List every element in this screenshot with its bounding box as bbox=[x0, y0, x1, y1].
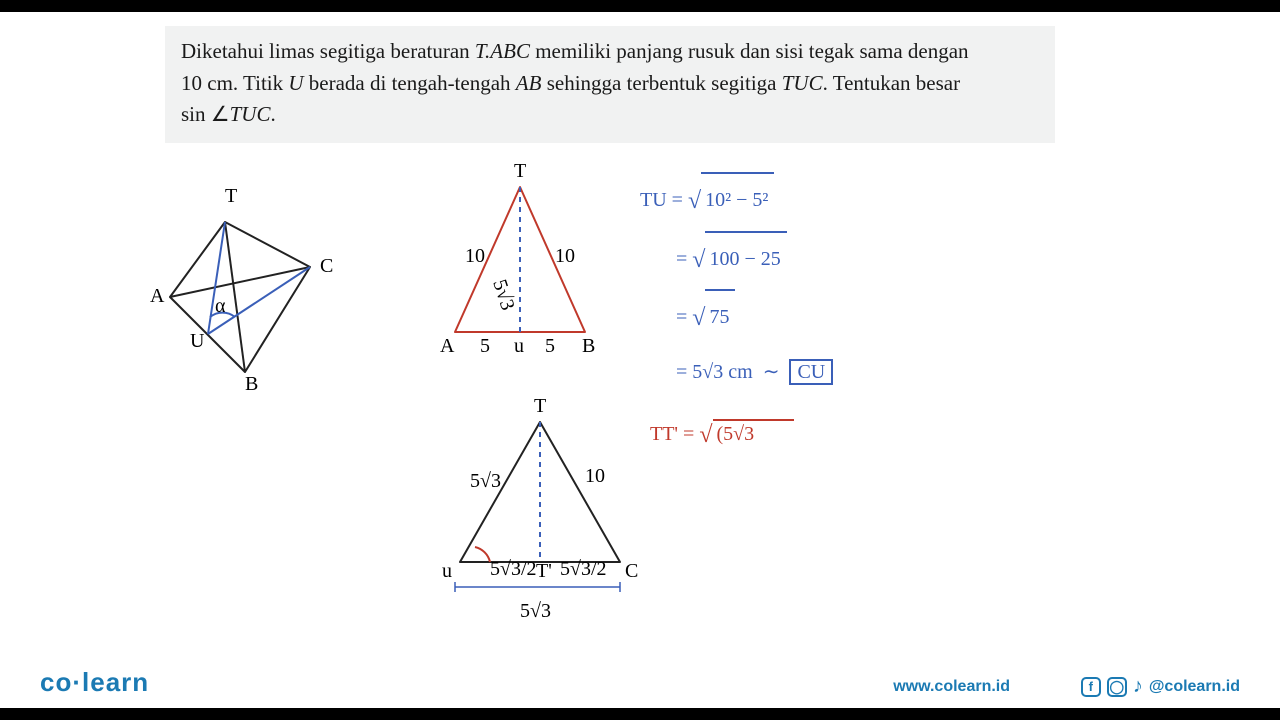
calc-text: 75 bbox=[705, 289, 735, 341]
problem-text: TUC bbox=[230, 102, 271, 126]
calc-text: (5√3 bbox=[713, 419, 795, 445]
calculation-tu: TU = √10² − 5² = √100 − 25 = √75 = 5√3 c… bbox=[640, 172, 833, 396]
problem-text: 10 cm. Titik bbox=[181, 71, 288, 95]
vertex-A: A bbox=[150, 285, 165, 307]
vertex-C: C bbox=[625, 560, 638, 582]
logo-part: learn bbox=[82, 667, 149, 697]
problem-text: sin ∠ bbox=[181, 102, 230, 126]
vertex-U: u bbox=[442, 560, 452, 582]
angle-label: α bbox=[215, 295, 226, 317]
problem-text: . Tentukan besar bbox=[823, 71, 961, 95]
calc-text: TU = bbox=[640, 189, 683, 211]
vertex-Tprime: T' bbox=[536, 560, 552, 582]
problem-text: T.ABC bbox=[475, 39, 530, 63]
vertex-U: U bbox=[190, 330, 205, 352]
facebook-icon: f bbox=[1081, 677, 1101, 697]
instagram-icon: ◯ bbox=[1107, 677, 1127, 697]
calc-boxed: CU bbox=[789, 359, 833, 385]
triangle-tab-diagram: T A B u 5 5 10 10 5√3 bbox=[420, 157, 620, 377]
problem-text: berada di tengah-tengah bbox=[304, 71, 516, 95]
vertex-T: T bbox=[534, 395, 546, 417]
half-right: 5√3/2 bbox=[560, 558, 607, 580]
social-handles: f ◯ ♪ @colearn.id bbox=[1081, 675, 1240, 698]
calc-text: 10² − 5² bbox=[701, 172, 774, 224]
vertex-B: B bbox=[582, 335, 595, 357]
height-label: 5√3 bbox=[488, 277, 518, 313]
calculation-tt: TT' = √(5√3 bbox=[650, 422, 794, 449]
edge-right: 10 bbox=[585, 465, 605, 487]
half-left: 5√3/2 bbox=[490, 558, 537, 580]
base-label: 5√3 bbox=[520, 600, 551, 622]
problem-text: memiliki panjang rusuk dan sisi tegak sa… bbox=[530, 39, 969, 63]
calc-text: ∼ bbox=[763, 361, 780, 383]
social-handle: @colearn.id bbox=[1149, 678, 1240, 696]
vertex-T: T bbox=[514, 160, 526, 182]
edge-10: 10 bbox=[465, 245, 485, 267]
calc-text: = 5√3 cm bbox=[676, 361, 753, 383]
vertex-U: u bbox=[514, 335, 524, 357]
segment-5: 5 bbox=[545, 335, 555, 357]
vertex-C: C bbox=[320, 255, 333, 277]
problem-text: AB bbox=[516, 71, 542, 95]
vertex-A: A bbox=[440, 335, 455, 357]
website-url: www.colearn.id bbox=[893, 678, 1010, 696]
problem-text: U bbox=[288, 71, 303, 95]
problem-statement: Diketahui limas segitiga beraturan T.ABC… bbox=[165, 26, 1055, 143]
segment-5: 5 bbox=[480, 335, 490, 357]
vertex-B: B bbox=[245, 373, 258, 392]
problem-text: Diketahui limas segitiga beraturan bbox=[181, 39, 475, 63]
edge-10: 10 bbox=[555, 245, 575, 267]
tetrahedron-diagram: T A B C U α bbox=[130, 162, 360, 392]
calc-text: 100 − 25 bbox=[705, 231, 786, 283]
edge-left: 5√3 bbox=[470, 470, 501, 492]
triangle-tuc-diagram: T u C T' 5√3 10 5√3/2 5√3/2 5√3 bbox=[430, 392, 650, 642]
calc-text: TT' = bbox=[650, 423, 694, 445]
problem-text: TUC bbox=[782, 71, 823, 95]
vertex-T: T bbox=[225, 185, 237, 207]
problem-text: sehingga terbentuk segitiga bbox=[541, 71, 781, 95]
problem-text: . bbox=[270, 102, 275, 126]
brand-logo: co·learn bbox=[40, 667, 149, 698]
tiktok-icon: ♪ bbox=[1133, 675, 1143, 698]
logo-part: co bbox=[40, 667, 72, 697]
